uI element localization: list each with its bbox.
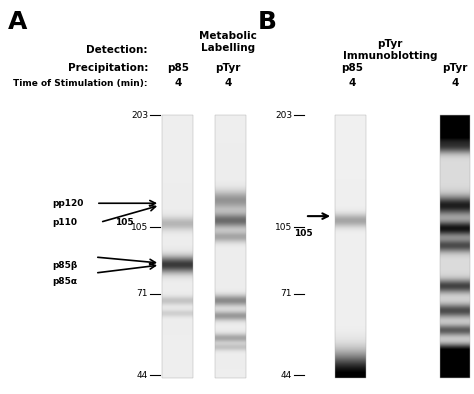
Text: A: A (8, 10, 27, 34)
Bar (335, 115, 366, 378)
Text: p85β: p85β (52, 260, 77, 269)
Bar (215, 115, 246, 378)
Text: 203: 203 (275, 110, 292, 119)
Text: 105: 105 (131, 223, 148, 232)
Text: 105: 105 (275, 223, 292, 232)
Text: 44: 44 (281, 370, 292, 379)
Text: 4: 4 (174, 78, 182, 88)
Text: 71: 71 (137, 289, 148, 298)
Text: 44: 44 (137, 370, 148, 379)
Text: B: B (258, 10, 277, 34)
Text: 4: 4 (451, 78, 459, 88)
Text: pTyr: pTyr (442, 63, 468, 73)
Text: Precipitation:: Precipitation: (68, 63, 148, 73)
Text: Time of Stimulation (min):: Time of Stimulation (min): (13, 78, 148, 87)
Text: p85: p85 (167, 63, 189, 73)
Text: pp120: pp120 (52, 199, 83, 208)
Text: p110: p110 (52, 218, 77, 227)
Text: 4: 4 (348, 78, 356, 88)
Text: 71: 71 (281, 289, 292, 298)
Text: p85: p85 (341, 63, 363, 73)
Text: 203: 203 (131, 110, 148, 119)
Text: Metabolic
Labelling: Metabolic Labelling (199, 31, 257, 53)
Text: Detection:: Detection: (86, 45, 148, 55)
Text: p85α: p85α (52, 277, 77, 286)
Bar (440, 115, 470, 378)
Text: 105: 105 (294, 229, 313, 238)
Bar (162, 115, 193, 378)
Text: pTyr: pTyr (215, 63, 241, 73)
Text: pTyr
Immunoblotting: pTyr Immunoblotting (343, 39, 437, 61)
Text: 4: 4 (224, 78, 232, 88)
Text: 105: 105 (115, 218, 134, 227)
